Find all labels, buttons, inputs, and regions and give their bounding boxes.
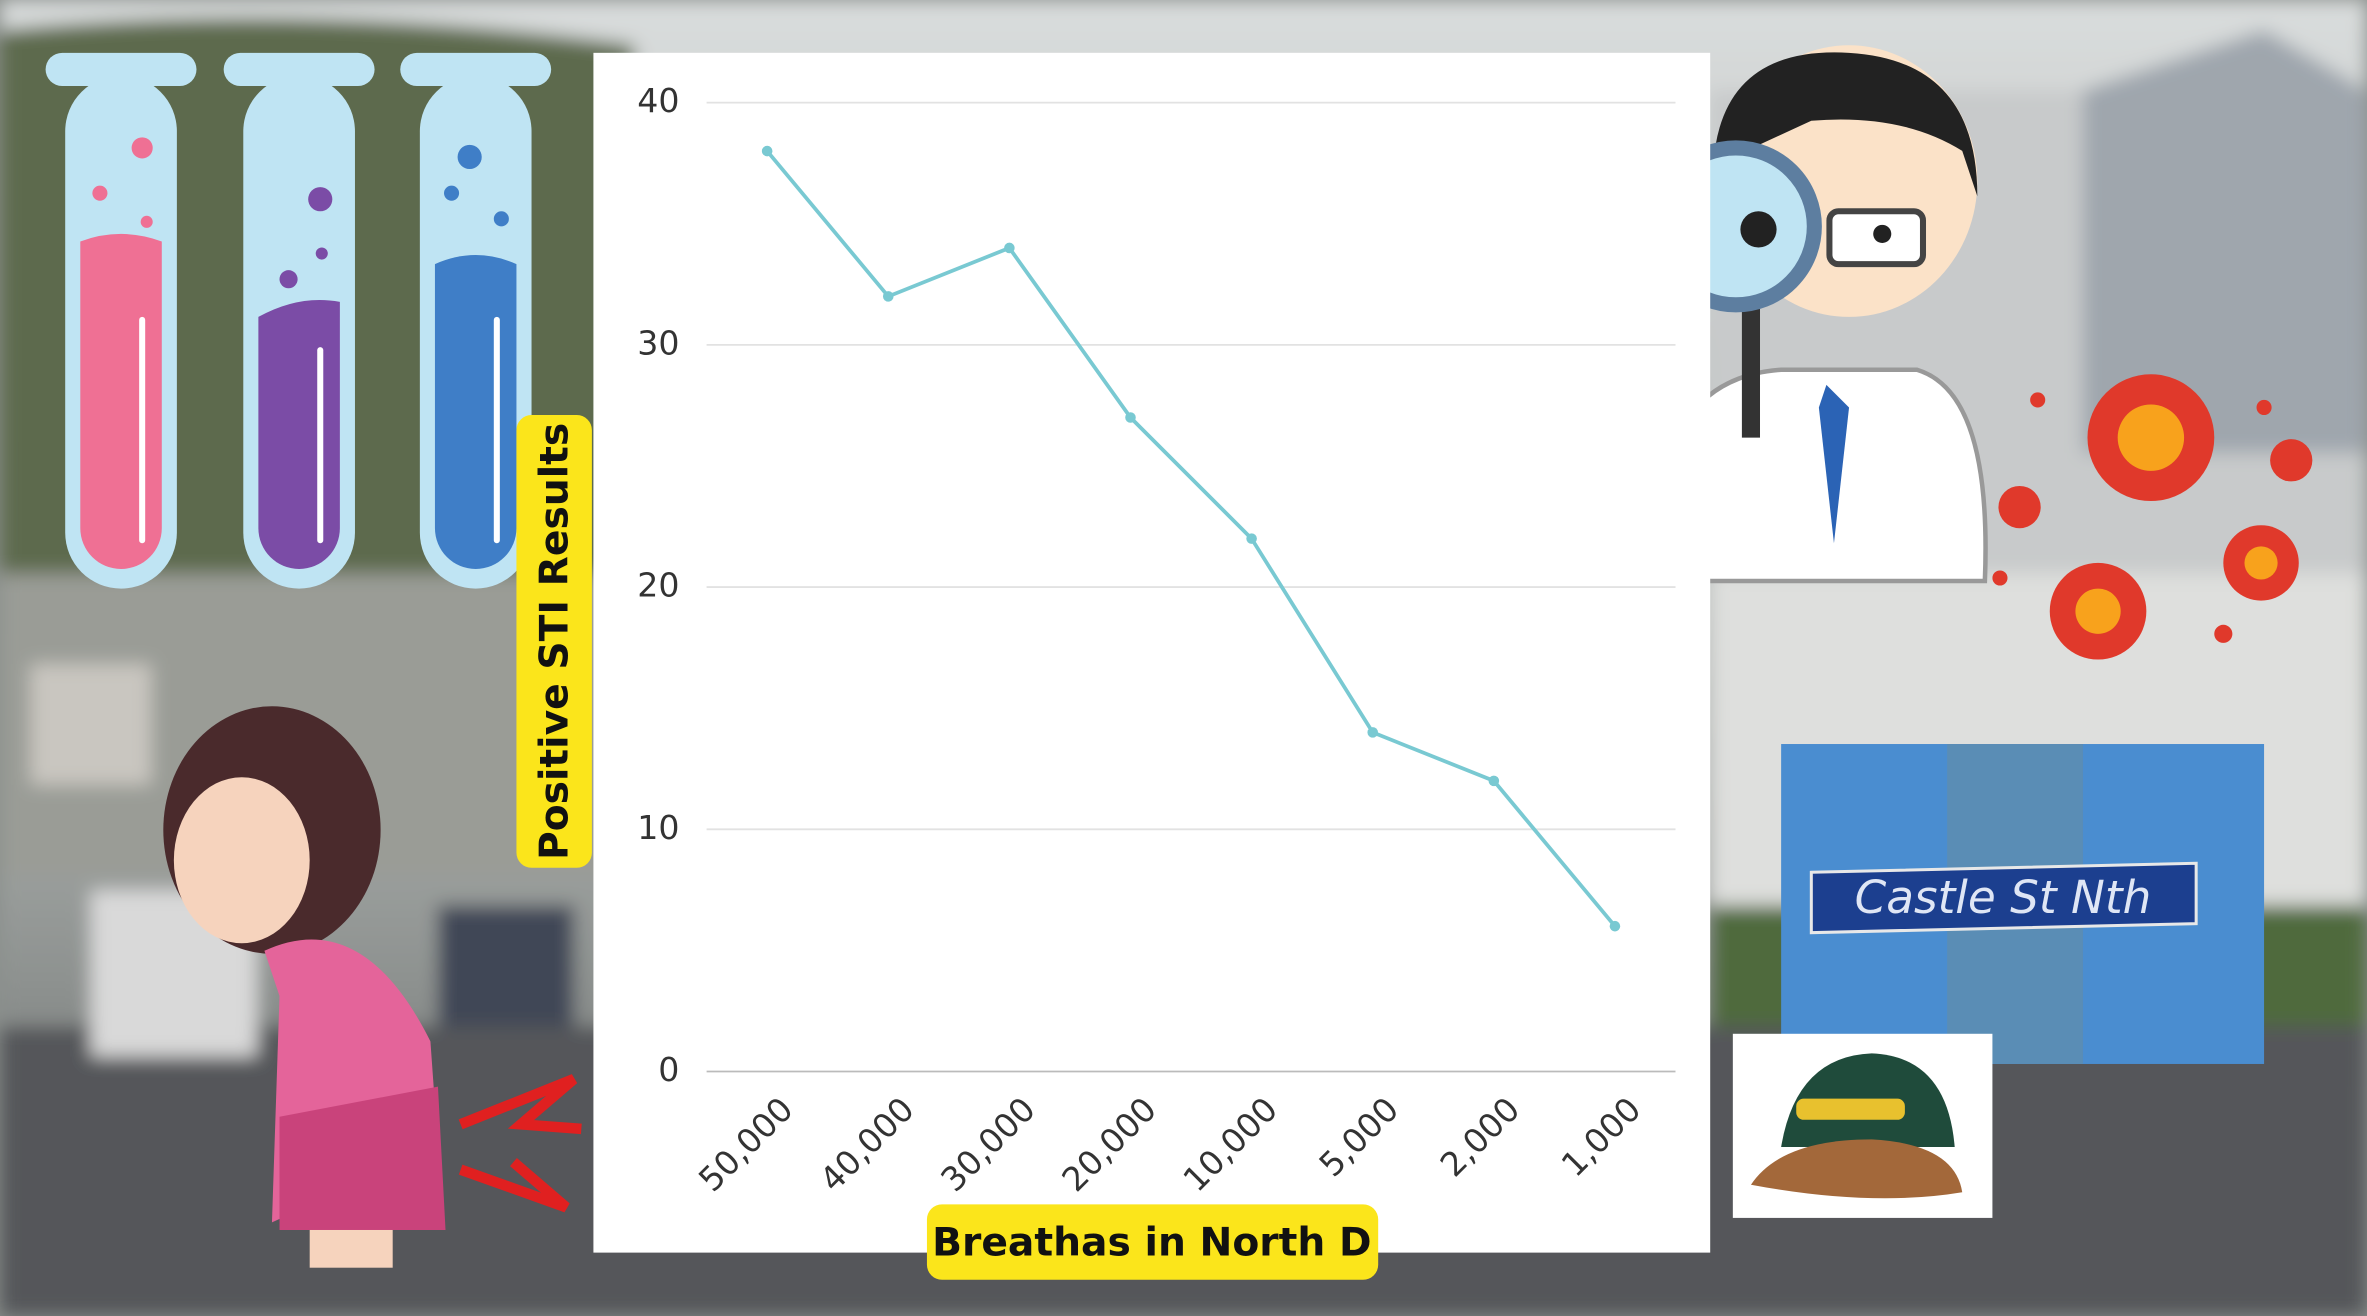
chart-panel	[593, 52, 1711, 1253]
data-point	[1004, 242, 1015, 254]
x-axis-label: Breathas in North D	[932, 1221, 1371, 1266]
data-point	[1609, 920, 1621, 932]
data-point	[882, 291, 894, 302]
data-point	[761, 145, 773, 157]
y-tick-label: 10	[637, 808, 679, 847]
virus-icons	[1992, 374, 2313, 660]
woman-illustration	[163, 706, 582, 1268]
cap-photo	[1732, 1033, 1993, 1218]
data-point	[1125, 412, 1136, 423]
sign-text: Castle St Nth	[1855, 871, 2152, 924]
data-point	[1246, 533, 1257, 544]
street-sign-photo: Castle St Nth	[1781, 744, 2265, 1064]
y-tick-label: 40	[637, 81, 679, 120]
data-point	[1367, 727, 1378, 738]
y-tick-label: 0	[658, 1050, 679, 1089]
data-point	[1488, 775, 1500, 787]
y-tick-label: 30	[637, 323, 679, 362]
y-axis-label: Positive STI Results	[533, 423, 578, 860]
test-tubes	[45, 52, 552, 589]
data-line	[765, 149, 1617, 928]
x-axis-title: Breathas in North D	[926, 1204, 1379, 1280]
y-tick-label: 20	[637, 566, 679, 605]
y-axis-title: Positive STI Results	[516, 415, 592, 868]
